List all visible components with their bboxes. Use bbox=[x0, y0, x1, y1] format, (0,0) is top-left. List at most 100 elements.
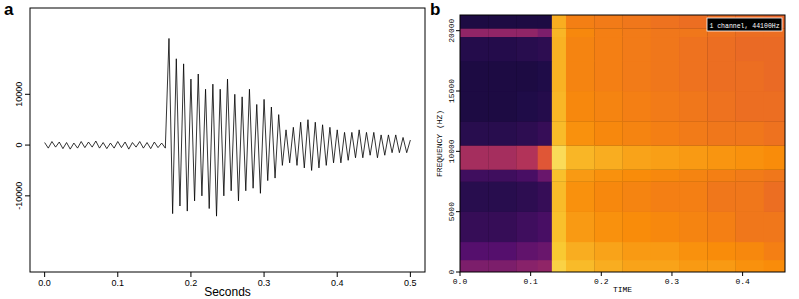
cell bbox=[488, 145, 517, 169]
cell bbox=[651, 121, 680, 145]
cell bbox=[517, 260, 538, 272]
x-tick-label: 0.2 bbox=[185, 278, 198, 288]
cell bbox=[517, 145, 538, 169]
y-tick bbox=[456, 151, 460, 152]
cell bbox=[651, 61, 680, 91]
cell bbox=[538, 91, 552, 121]
cell bbox=[651, 260, 680, 272]
cell bbox=[679, 182, 708, 212]
cell bbox=[538, 169, 552, 181]
cell bbox=[736, 145, 765, 169]
cell bbox=[764, 61, 785, 91]
cell bbox=[623, 91, 652, 121]
x-tick-label: 0.2 bbox=[594, 277, 609, 286]
cell bbox=[566, 145, 595, 169]
cell bbox=[552, 145, 566, 169]
cell bbox=[552, 15, 566, 29]
x-tick-label: 0.1 bbox=[112, 278, 125, 288]
cell bbox=[552, 260, 566, 272]
cell bbox=[623, 37, 652, 61]
x-tick bbox=[44, 272, 45, 277]
cell bbox=[623, 145, 652, 169]
cell bbox=[651, 37, 680, 61]
x-tick-label: 0.4 bbox=[331, 278, 344, 288]
cell bbox=[764, 182, 785, 212]
x-tick bbox=[671, 272, 672, 276]
cell bbox=[736, 37, 765, 61]
x-tick-label: 0.0 bbox=[453, 277, 468, 286]
cell bbox=[764, 169, 785, 181]
cell bbox=[594, 37, 623, 61]
y-tick-label: 20000 bbox=[447, 18, 456, 42]
cell bbox=[538, 145, 552, 169]
cell bbox=[764, 260, 785, 272]
cell bbox=[651, 145, 680, 169]
cell bbox=[679, 169, 708, 181]
cell bbox=[517, 15, 538, 29]
y-tick-label: -10000 bbox=[14, 182, 24, 210]
cell bbox=[651, 212, 680, 242]
cell bbox=[623, 260, 652, 272]
cell bbox=[764, 212, 785, 242]
cell bbox=[566, 260, 595, 272]
y-tick-label: 10000 bbox=[447, 139, 456, 163]
cell bbox=[517, 169, 538, 181]
cell bbox=[538, 61, 552, 91]
cell bbox=[460, 145, 489, 169]
cell bbox=[594, 182, 623, 212]
cell bbox=[594, 145, 623, 169]
y-tick-label: 15000 bbox=[447, 79, 456, 103]
y-tick bbox=[456, 272, 460, 273]
cell bbox=[552, 91, 566, 121]
y-tick bbox=[25, 195, 30, 196]
cell bbox=[679, 121, 708, 145]
annotation-box bbox=[707, 18, 782, 31]
cell bbox=[594, 28, 623, 37]
x-tick bbox=[337, 272, 338, 277]
cell bbox=[679, 260, 708, 272]
x-tick-label: 0.5 bbox=[404, 278, 417, 288]
x-tick bbox=[742, 272, 743, 276]
cell bbox=[566, 15, 595, 29]
cell bbox=[679, 37, 708, 61]
cell bbox=[538, 15, 552, 29]
cell bbox=[764, 121, 785, 145]
cell bbox=[764, 145, 785, 169]
cell bbox=[566, 169, 595, 181]
cell bbox=[594, 169, 623, 181]
cell bbox=[623, 182, 652, 212]
cell bbox=[623, 61, 652, 91]
cell bbox=[651, 169, 680, 181]
x-tick bbox=[410, 272, 411, 277]
cell bbox=[651, 28, 680, 37]
cell bbox=[488, 15, 517, 29]
cell bbox=[707, 242, 736, 260]
cell bbox=[460, 169, 489, 181]
panel-label: a bbox=[4, 0, 14, 19]
cell bbox=[764, 37, 785, 61]
x-tick-label: 0.1 bbox=[523, 277, 538, 286]
cell bbox=[707, 182, 736, 212]
cell bbox=[488, 121, 517, 145]
cell bbox=[594, 61, 623, 91]
cell bbox=[460, 182, 489, 212]
cell bbox=[651, 182, 680, 212]
cell bbox=[736, 182, 765, 212]
y-axis-label: FREQUENCY (HZ) bbox=[435, 110, 444, 177]
cell bbox=[552, 182, 566, 212]
cell bbox=[651, 242, 680, 260]
plot-frame bbox=[30, 8, 425, 272]
cell bbox=[538, 212, 552, 242]
cell bbox=[566, 61, 595, 91]
cell bbox=[679, 242, 708, 260]
cell bbox=[538, 260, 552, 272]
cell bbox=[736, 242, 765, 260]
figure: a0.00.10.20.30.40.5-10000010000Secondsb0… bbox=[0, 0, 799, 299]
cell bbox=[566, 28, 595, 37]
cell bbox=[594, 91, 623, 121]
cell bbox=[517, 37, 538, 61]
plot-background bbox=[460, 15, 785, 272]
cell bbox=[707, 37, 736, 61]
cell bbox=[566, 121, 595, 145]
cell bbox=[623, 242, 652, 260]
